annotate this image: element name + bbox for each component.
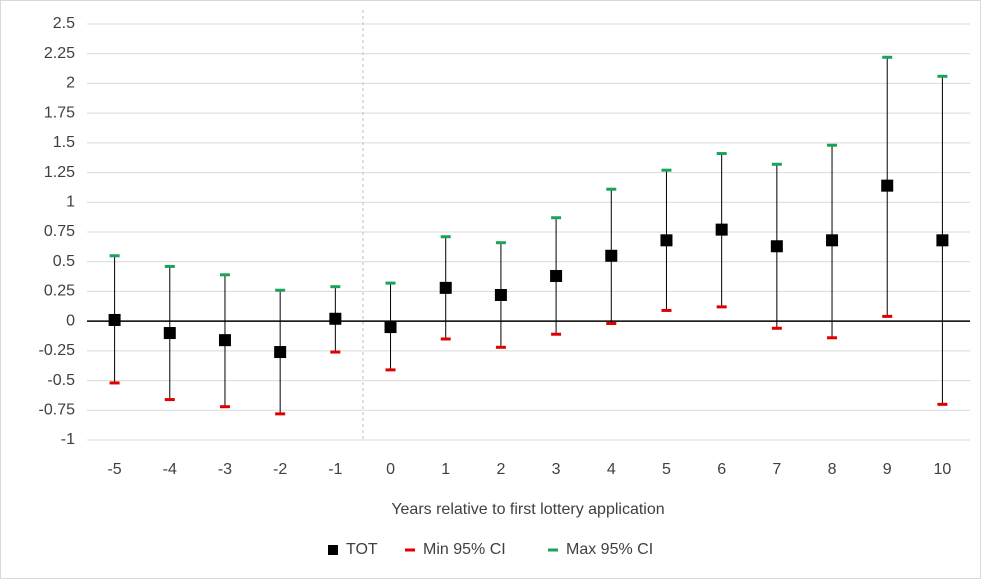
y-tick-label: 2.5: [53, 15, 75, 32]
x-tick-label: 6: [717, 461, 726, 478]
point-marker: [715, 223, 728, 236]
y-tick-label: 0.25: [44, 283, 75, 300]
point-marker: [550, 269, 563, 282]
x-tick-label: -5: [107, 461, 121, 478]
point-marker: [881, 179, 894, 192]
x-tick-label: 10: [934, 461, 952, 478]
point-marker: [770, 240, 783, 253]
point-marker: [218, 334, 231, 347]
legend-marker: [328, 545, 338, 555]
x-tick-label: 3: [552, 461, 561, 478]
point-marker: [274, 346, 287, 359]
point-marker: [494, 288, 507, 301]
y-tick-label: 1.5: [53, 134, 75, 151]
x-axis-title: Years relative to first lottery applicat…: [391, 501, 664, 518]
x-tick-label: -4: [163, 461, 177, 478]
y-tick-label: 1.75: [44, 104, 75, 121]
y-tick-label: -1: [61, 431, 75, 448]
point-marker: [108, 313, 121, 326]
y-tick-label: 1.25: [44, 164, 75, 181]
x-tick-label: -1: [328, 461, 342, 478]
y-tick-label: 1: [66, 194, 75, 211]
x-tick-label: -3: [218, 461, 232, 478]
point-marker: [826, 234, 839, 247]
y-tick-label: 0: [66, 312, 75, 329]
point-marker: [329, 312, 342, 325]
point-marker: [660, 234, 673, 247]
point-marker: [163, 327, 176, 340]
legend-label: Max 95% CI: [566, 541, 653, 558]
y-tick-label: 2.25: [44, 45, 75, 62]
y-tick-label: 2: [66, 75, 75, 92]
point-marker: [384, 321, 397, 334]
x-tick-label: 1: [441, 461, 450, 478]
x-tick-label: 2: [496, 461, 505, 478]
legend-label: TOT: [346, 541, 378, 558]
point-marker: [605, 249, 618, 262]
point-marker: [936, 234, 949, 247]
x-tick-label: -2: [273, 461, 287, 478]
x-tick-label: 5: [662, 461, 671, 478]
y-tick-label: -0.75: [39, 402, 76, 419]
point-marker: [439, 281, 452, 294]
x-tick-label: 9: [883, 461, 892, 478]
x-tick-label: 4: [607, 461, 616, 478]
y-tick-label: 0.5: [53, 253, 75, 270]
x-tick-label: 7: [772, 461, 781, 478]
y-tick-label: 0.75: [44, 223, 75, 240]
y-tick-label: -0.5: [47, 372, 75, 389]
x-tick-label: 0: [386, 461, 395, 478]
legend-label: Min 95% CI: [423, 541, 506, 558]
y-tick-label: -0.25: [39, 342, 76, 359]
x-tick-label: 8: [828, 461, 837, 478]
